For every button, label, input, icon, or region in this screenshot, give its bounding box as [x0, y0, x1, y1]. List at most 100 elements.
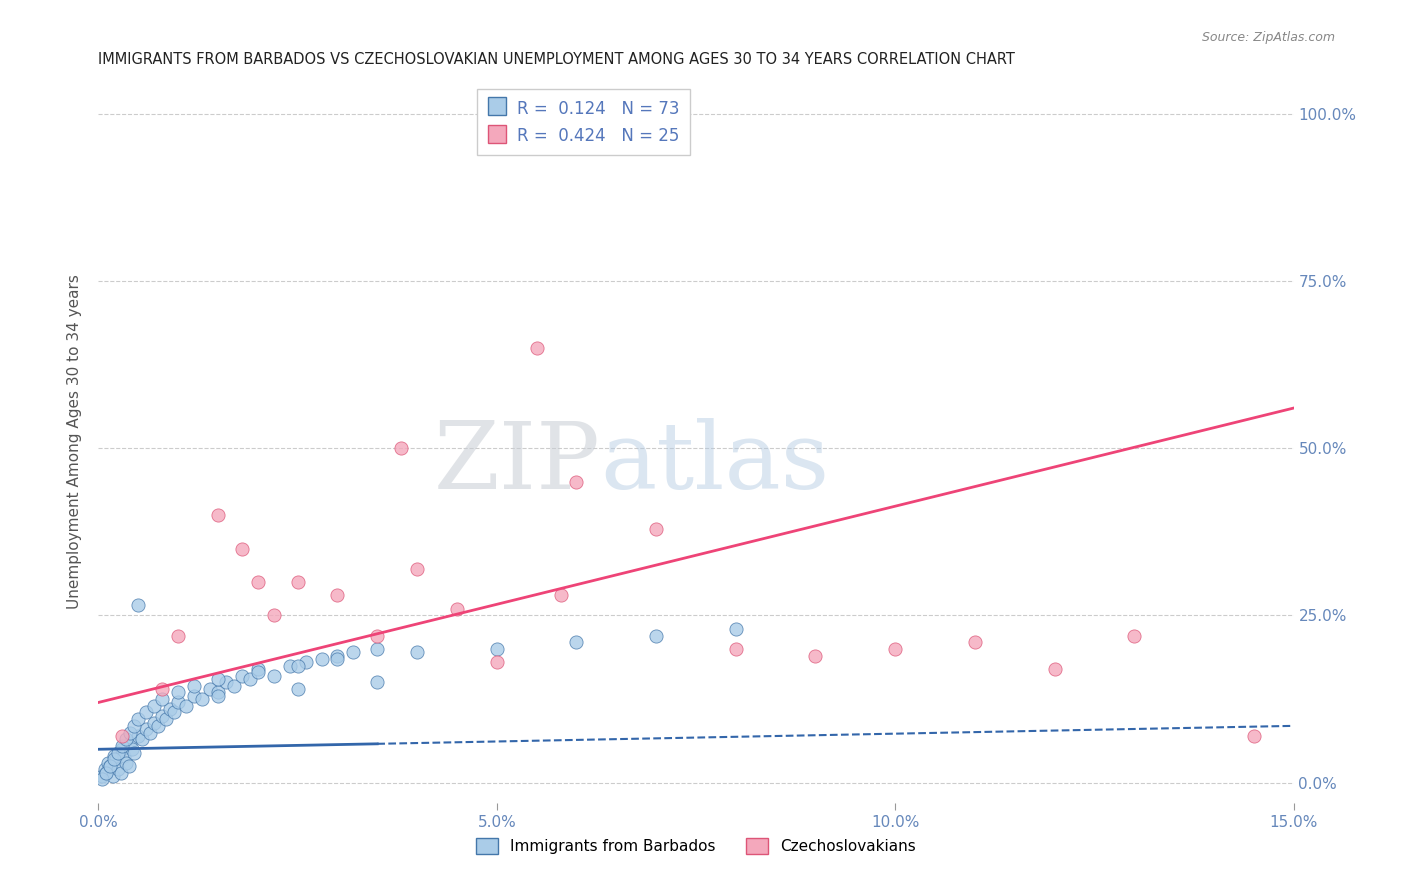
Point — [94, 762, 117, 776]
Point — [207, 508, 229, 523]
Point — [446, 602, 468, 616]
Point — [207, 672, 229, 686]
Point — [131, 732, 153, 747]
Point — [96, 765, 118, 780]
Point — [97, 756, 120, 770]
Point — [1123, 628, 1146, 642]
Point — [111, 729, 134, 743]
Point — [135, 723, 157, 737]
Point — [724, 622, 747, 636]
Point — [155, 712, 177, 726]
Point — [485, 655, 508, 669]
Point — [287, 658, 309, 673]
Point — [103, 752, 125, 766]
Text: ZIP: ZIP — [433, 418, 600, 508]
Text: Source: ZipAtlas.com: Source: ZipAtlas.com — [1202, 31, 1336, 45]
Point — [183, 689, 205, 703]
Legend: Immigrants from Barbados, Czechoslovakians: Immigrants from Barbados, Czechoslovakia… — [471, 832, 921, 860]
Y-axis label: Unemployment Among Ages 30 to 34 years: Unemployment Among Ages 30 to 34 years — [67, 274, 83, 609]
Point — [150, 681, 173, 696]
Point — [96, 765, 118, 780]
Point — [127, 729, 149, 743]
Point — [565, 635, 588, 649]
Point — [406, 562, 429, 576]
Point — [143, 698, 166, 713]
Point — [167, 685, 190, 699]
Point — [98, 759, 122, 773]
Point — [342, 645, 364, 659]
Point — [485, 642, 508, 657]
Point — [550, 589, 572, 603]
Point — [294, 655, 316, 669]
Point — [326, 652, 349, 666]
Point — [112, 749, 135, 764]
Point — [118, 759, 141, 773]
Point — [1043, 662, 1066, 676]
Point — [101, 769, 124, 783]
Point — [263, 669, 285, 683]
Point — [167, 628, 190, 642]
Point — [159, 702, 181, 716]
Point — [103, 749, 125, 764]
Point — [143, 715, 166, 730]
Point — [963, 635, 986, 649]
Point — [804, 648, 827, 663]
Point — [120, 735, 142, 749]
Point — [239, 672, 262, 686]
Point — [174, 698, 197, 713]
Point — [124, 719, 146, 733]
Point — [287, 681, 309, 696]
Point — [127, 599, 149, 613]
Point — [215, 675, 238, 690]
Point — [406, 645, 429, 659]
Point — [222, 679, 245, 693]
Point — [98, 759, 122, 773]
Point — [366, 675, 388, 690]
Point — [645, 628, 668, 642]
Point — [120, 725, 142, 739]
Point — [135, 706, 157, 720]
Point — [526, 341, 548, 355]
Point — [326, 589, 349, 603]
Point — [139, 725, 162, 739]
Point — [231, 669, 253, 683]
Point — [124, 746, 146, 760]
Point — [111, 742, 134, 756]
Point — [326, 648, 349, 663]
Point — [278, 658, 301, 673]
Point — [246, 662, 269, 676]
Point — [884, 642, 907, 657]
Point — [207, 689, 229, 703]
Point — [91, 769, 114, 783]
Point — [366, 628, 388, 642]
Point — [104, 752, 127, 766]
Point — [121, 742, 143, 756]
Point — [167, 696, 190, 710]
Point — [263, 608, 285, 623]
Point — [645, 521, 668, 535]
Point — [150, 708, 173, 723]
Point — [724, 642, 747, 657]
Text: IMMIGRANTS FROM BARBADOS VS CZECHOSLOVAKIAN UNEMPLOYMENT AMONG AGES 30 TO 34 YEA: IMMIGRANTS FROM BARBADOS VS CZECHOSLOVAK… — [98, 52, 1015, 67]
Point — [287, 574, 309, 589]
Point — [246, 574, 269, 589]
Point — [231, 541, 253, 556]
Point — [91, 772, 114, 787]
Point — [565, 475, 588, 489]
Point — [115, 732, 138, 747]
Point — [198, 681, 221, 696]
Point — [1243, 729, 1265, 743]
Point — [110, 765, 132, 780]
Point — [311, 652, 333, 666]
Point — [107, 746, 129, 760]
Text: atlas: atlas — [600, 418, 830, 508]
Point — [111, 739, 134, 753]
Point — [163, 706, 186, 720]
Point — [366, 642, 388, 657]
Point — [115, 756, 138, 770]
Point — [150, 692, 173, 706]
Point — [246, 665, 269, 680]
Point — [389, 442, 412, 455]
Point — [207, 685, 229, 699]
Point — [191, 692, 214, 706]
